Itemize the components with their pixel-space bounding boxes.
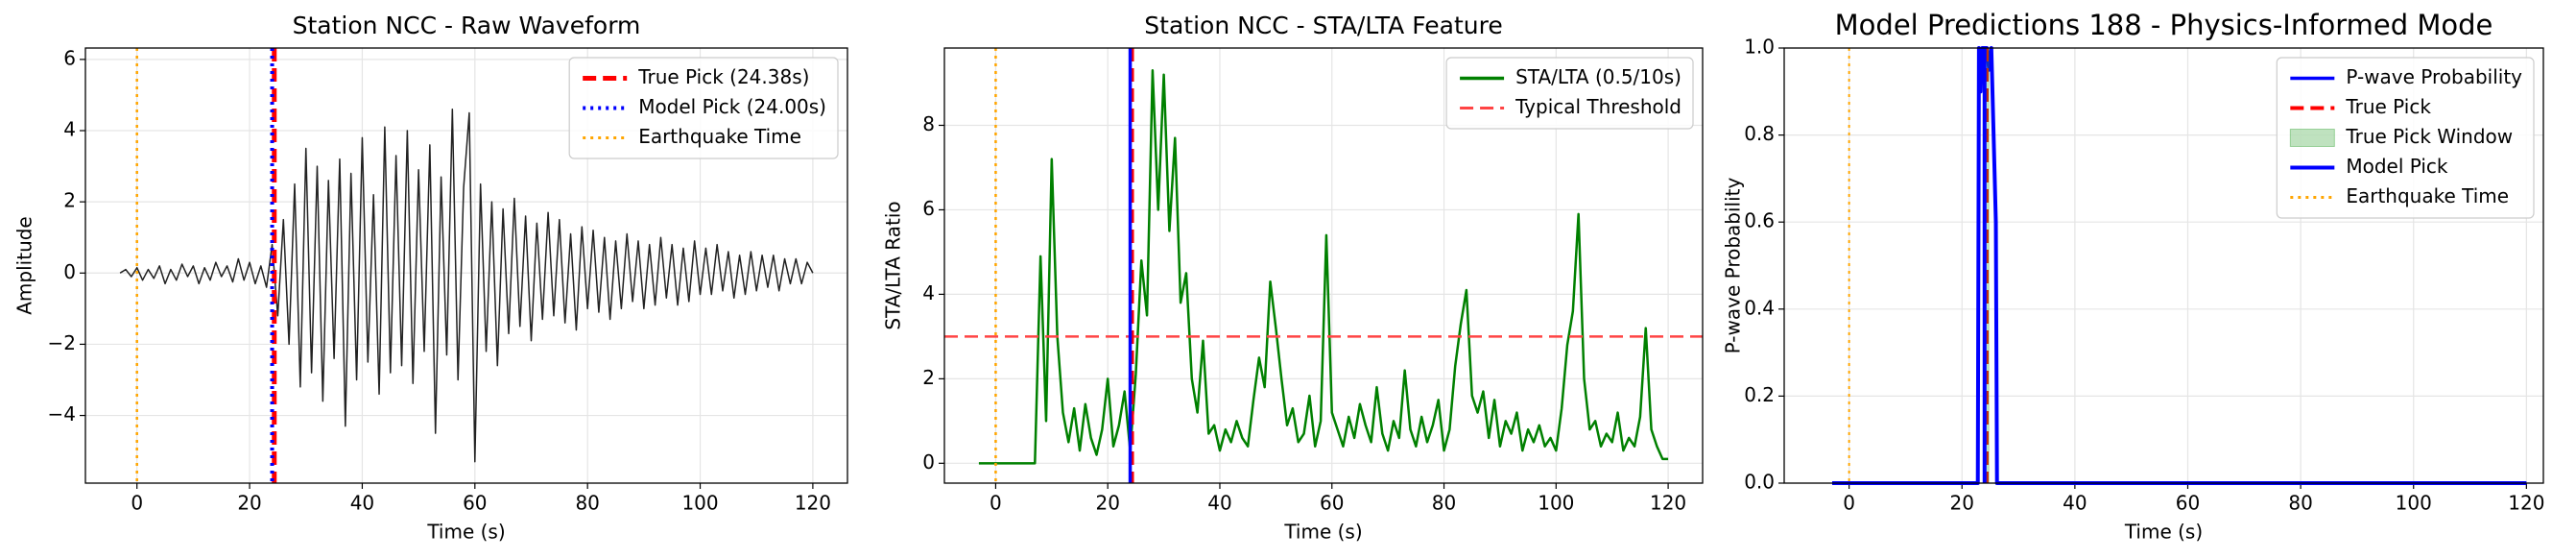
legend-label: True Pick Window — [2345, 125, 2513, 148]
x-tick-label: 100 — [681, 492, 718, 515]
legend-label: True Pick (24.38s) — [637, 65, 809, 88]
x-tick-label: 0 — [990, 492, 1002, 515]
x-tick-label: 40 — [2063, 492, 2087, 515]
x-axis-label: Time (s) — [426, 521, 505, 544]
x-tick-label: 100 — [2396, 492, 2432, 515]
x-tick-label: 60 — [463, 492, 487, 515]
y-tick-label: 0.0 — [1744, 471, 1775, 494]
x-tick-label: 60 — [1320, 492, 1344, 515]
y-tick-label: −4 — [48, 402, 76, 425]
y-tick-label: 8 — [922, 112, 935, 135]
x-tick-label: 40 — [1207, 492, 1231, 515]
y-axis-label: STA/LTA Ratio — [882, 201, 905, 329]
legend-label: Model Pick (24.00s) — [638, 95, 826, 118]
legend: P-wave Probability True Pick True Pick Win… — [2276, 57, 2535, 219]
legend-box — [2276, 57, 2535, 219]
legend-label: Typical Threshold — [1515, 95, 1682, 118]
legend-box — [1445, 57, 1694, 130]
y-axis-label: Amplitude — [13, 216, 36, 315]
x-tick-label: 0 — [131, 492, 143, 515]
y-tick-label: 0 — [63, 260, 76, 283]
x-tick-label: 80 — [1432, 492, 1456, 515]
legend-label: Earthquake Time — [638, 125, 801, 148]
y-tick-label: 6 — [63, 46, 76, 69]
plot-frame — [943, 47, 1704, 484]
y-axis-label: P-wave Probability — [1722, 178, 1745, 354]
x-tick-label: 120 — [2508, 492, 2544, 515]
legend-label: STA/LTA (0.5/10s) — [1515, 65, 1682, 88]
series-line — [119, 109, 814, 463]
chart-title: Station NCC - STA/LTA Feature — [1144, 12, 1502, 39]
x-tick-label: 20 — [1095, 492, 1119, 515]
x-axis-label: Time (s) — [2124, 521, 2203, 544]
x-tick-label: 100 — [1538, 492, 1574, 515]
x-tick-label: 40 — [350, 492, 374, 515]
legend-label: P-wave Probability — [2346, 65, 2522, 88]
y-tick-label: −2 — [48, 331, 76, 354]
x-tick-label: 60 — [2176, 492, 2200, 515]
x-axis-label: Time (s) — [1283, 521, 1362, 544]
chart-title: Model Predictions 188 - Physics-Informed… — [1835, 9, 2493, 41]
chart-title: Station NCC - Raw Waveform — [293, 12, 641, 39]
legend-box — [568, 57, 839, 159]
y-tick-label: 0.8 — [1744, 122, 1775, 145]
subplot: 0 20 40 60 80 100 120 −4 −2 0 2 4 6 Station NCC - Raw… — [13, 12, 848, 544]
y-tick-label: 0.6 — [1744, 209, 1775, 232]
legend-label: True Pick — [2345, 95, 2431, 118]
plot-frame — [1783, 47, 2544, 484]
legend: STA/LTA (0.5/10s) Typical Threshold — [1445, 57, 1694, 130]
y-tick-label: 6 — [922, 197, 935, 220]
x-tick-label: 0 — [1843, 492, 1855, 515]
legend: True Pick (24.38s) Model Pick (24.00s) Ear… — [568, 57, 839, 159]
x-tick-label: 120 — [1650, 492, 1686, 515]
y-tick-label: 1.0 — [1744, 36, 1775, 59]
x-tick-label: 20 — [237, 492, 261, 515]
y-tick-label: 4 — [922, 281, 935, 304]
y-tick-label: 0.4 — [1744, 296, 1775, 319]
y-tick-label: 0 — [922, 450, 935, 474]
x-tick-label: 120 — [795, 492, 831, 515]
legend-label: Earthquake Time — [2346, 184, 2509, 207]
x-tick-label: 80 — [2288, 492, 2312, 515]
y-tick-label: 2 — [63, 189, 76, 212]
series-line — [978, 69, 1669, 465]
y-tick-label: 4 — [63, 118, 76, 141]
legend-swatch — [2289, 129, 2335, 147]
y-tick-label: 2 — [922, 366, 935, 389]
legend-label: Model Pick — [2346, 155, 2448, 178]
x-tick-label: 20 — [1950, 492, 1974, 515]
y-tick-label: 0.2 — [1744, 383, 1775, 406]
subplot: 0 20 40 60 80 100 120 0 2 4 6 8 Station NCC - STA/LT… — [882, 12, 1704, 544]
plot-frame — [84, 47, 848, 484]
shaded-span — [1984, 48, 1990, 483]
subplot: 0 20 40 60 80 100 120 0.0 0.2 0.4 0.6 0.8 1.0 Model P… — [1722, 9, 2545, 544]
x-tick-label: 80 — [575, 492, 599, 515]
